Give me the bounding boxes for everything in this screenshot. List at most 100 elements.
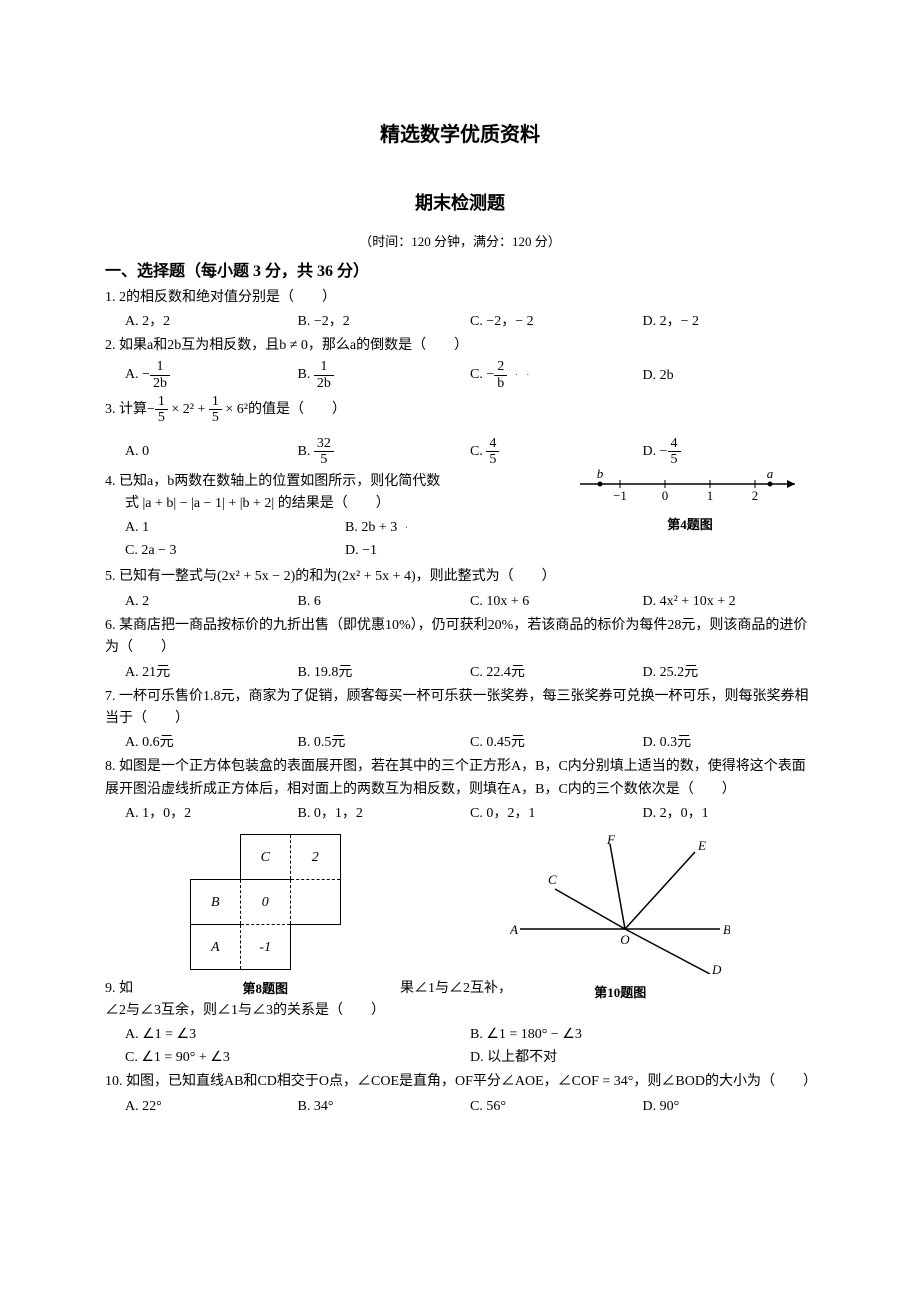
q4-b-text: B. 2b + 3 [345, 520, 397, 535]
q10-options: A. 22° B. 34° C. 56° D. 90° [125, 1096, 815, 1117]
q9-options-row1: A. ∠1 = ∠3 B. ∠1 = 180° − ∠3 [125, 1024, 815, 1045]
q5-text: 5. 已知有一整式与(2x² + 5x − 2)的和为(2x² + 5x + 4… [105, 566, 815, 588]
q10-opt-b: B. 34° [298, 1096, 471, 1117]
question-4: 4. 已知a，b两数在数轴上的位置如图所示，则化简代数 式 |a + b| − … [105, 471, 815, 564]
q7-text: 7. 一杯可乐售价1.8元，商家为了促销，顾客每买一杯可乐获一张奖券，每三张奖券… [105, 686, 815, 731]
q1-opt-c: C. −2，− 2 [470, 311, 643, 332]
net-c: C [240, 835, 290, 880]
sub-title: 期末检测题 [105, 190, 815, 217]
q5-options: A. 2 B. 6 C. 10x + 6 D. 4x² + 10x + 2 [125, 591, 815, 612]
q3-d-prefix: D. − [643, 444, 668, 459]
net-0: 0 [240, 880, 290, 925]
q3-opt-d: D. −45 [643, 436, 816, 468]
q8-opt-b: B. 0，1，2 [298, 803, 471, 824]
q9-opt-a: A. ∠1 = ∠3 [125, 1024, 470, 1045]
q2-a-prefix: A. − [125, 367, 150, 382]
q3-f1-den: 5 [155, 410, 168, 425]
question-1: 1. 2的相反数和绝对值分别是（ ） A. 2，2 B. −2，2 C. −2，… [105, 287, 815, 332]
nl-tick-3: 2 [752, 488, 759, 503]
question-7: 7. 一杯可乐售价1.8元，商家为了促销，顾客每买一杯可乐获一张奖券，每三张奖券… [105, 686, 815, 754]
q3-mid1: × 2² + [168, 402, 209, 417]
q3-b-den: 5 [314, 452, 334, 467]
q2-opt-d: D. 2b [643, 365, 816, 386]
q4-opt-d: D. −1 [345, 540, 565, 561]
q4-opt-a: A. 1 [125, 517, 345, 538]
decorative-dot: · [405, 521, 408, 536]
q1-opt-b: B. −2，2 [298, 311, 471, 332]
q10-opt-d: D. 90° [643, 1096, 816, 1117]
q4-figure: b a −1 0 1 2 第4题图 [565, 466, 815, 564]
q3-f2-num: 1 [209, 394, 222, 410]
decorative-dot: · [526, 368, 529, 383]
lbl-B: B [723, 922, 730, 937]
nl-tick-1: 0 [662, 488, 669, 503]
q3-c-num: 4 [486, 436, 499, 452]
q2-c-den: b [494, 376, 507, 391]
q8-options: A. 1，0，2 B. 0，1，2 C. 0，2，1 D. 2，0，1 [125, 803, 815, 824]
q3-prefix: 3. 计算− [105, 402, 155, 417]
q2-a-num: 1 [150, 359, 170, 375]
number-line-svg: b a −1 0 1 2 [575, 466, 805, 506]
q9-suffix: 果∠1与∠2互补， [400, 981, 512, 996]
question-9: 9. 如 果∠1与∠2互补， ∠2与∠3互余，则∠1与∠3的关系是（ ） A. … [105, 978, 815, 1069]
q2-a-den: 2b [150, 376, 170, 391]
q3-opt-b: B. 325 [298, 436, 471, 468]
decorative-dot: · [515, 368, 518, 383]
q3-b-prefix: B. [298, 444, 314, 459]
q6-text: 6. 某商店把一商品按标价的九折出售（即优惠10%），仍可获利20%，若该商品的… [105, 615, 815, 660]
q4-line2-post: 的结果是（ ） [278, 496, 390, 511]
q2-options: A. −12b B. 12b C. −2b ·· D. 2b [125, 359, 815, 391]
section-1-header: 一、选择题（每小题 3 分，共 36 分） [105, 260, 815, 284]
net-2: 2 [290, 835, 340, 880]
question-10: 10. 如图，已知直线AB和CD相交于O点，∠COE是直角，OF平分∠AOE，∠… [105, 1071, 815, 1116]
question-5: 5. 已知有一整式与(2x² + 5x − 2)的和为(2x² + 5x + 4… [105, 566, 815, 611]
q2-text: 2. 如果a和2b互为相反数，且b ≠ 0，那么a的倒数是（ ） [105, 335, 815, 357]
q6-options: A. 21元 B. 19.8元 C. 22.4元 D. 25.2元 [125, 662, 815, 683]
q3-c-den: 5 [486, 452, 499, 467]
nl-tick-2: 1 [707, 488, 714, 503]
question-8: 8. 如图是一个正方体包装盒的表面展开图，若在其中的三个正方形A，B，C内分别填… [105, 756, 815, 824]
net-b: B [190, 880, 240, 925]
q2-c-prefix: C. − [470, 367, 494, 382]
q2-opt-c: C. −2b · · [470, 359, 643, 391]
q9-line2: ∠2与∠3互余，则∠1与∠3的关系是（ ） [105, 1000, 815, 1022]
lbl-E: E [697, 838, 706, 853]
question-2: 2. 如果a和2b互为相反数，且b ≠ 0，那么a的倒数是（ ） A. −12b… [105, 335, 815, 391]
lbl-D: D [711, 962, 722, 974]
q4-line2: 式 |a + b| − |a − 1| + |b + 2| 的结果是（ ） [105, 493, 565, 515]
q10-opt-c: C. 56° [470, 1096, 643, 1117]
q7-opt-d: D. 0.3元 [643, 732, 816, 753]
question-6: 6. 某商店把一商品按标价的九折出售（即优惠10%），仍可获利20%，若该商品的… [105, 615, 815, 683]
q2-c-num: 2 [494, 359, 507, 375]
q7-opt-a: A. 0.6元 [125, 732, 298, 753]
q6-opt-c: C. 22.4元 [470, 662, 643, 683]
net-neg1: -1 [240, 925, 290, 970]
q6-opt-d: D. 25.2元 [643, 662, 816, 683]
q3-text: 3. 计算−15 × 2² + 15 × 6²的值是（ ） [105, 394, 815, 426]
q1-options: A. 2，2 B. −2，2 C. −2，− 2 D. 2，− 2 [125, 311, 815, 332]
lbl-A: A [510, 922, 518, 937]
q1-opt-d: D. 2，− 2 [643, 311, 816, 332]
q5-opt-a: A. 2 [125, 591, 298, 612]
lbl-C: C [548, 872, 557, 887]
q4-opt-c: C. 2a − 3 [125, 540, 345, 561]
q6-opt-a: A. 21元 [125, 662, 298, 683]
q5-opt-c: C. 10x + 6 [470, 591, 643, 612]
q9-opt-b: B. ∠1 = 180° − ∠3 [470, 1024, 815, 1045]
q1-opt-a: A. 2，2 [125, 311, 298, 332]
q3-opt-a: A. 0 [125, 441, 298, 462]
q9-prefix: 9. 如 [105, 981, 133, 996]
q4-options-row2: C. 2a − 3 D. −1 [125, 540, 565, 561]
q8-opt-a: A. 1，0，2 [125, 803, 298, 824]
q2-b-prefix: B. [298, 367, 314, 382]
q8-opt-c: C. 0，2，1 [470, 803, 643, 824]
question-3: 3. 计算−15 × 2² + 15 × 6²的值是（ ） A. 0 B. 32… [105, 394, 815, 468]
q7-opt-c: C. 0.45元 [470, 732, 643, 753]
q2-b-den: 2b [314, 376, 334, 391]
q10-text: 10. 如图，已知直线AB和CD相交于O点，∠COE是直角，OF平分∠AOE，∠… [105, 1071, 815, 1093]
nl-tick-0: −1 [613, 488, 627, 503]
q4-fig-label: 第4题图 [565, 515, 815, 535]
q2-opt-a: A. −12b [125, 359, 298, 391]
q9-line1: 9. 如 果∠1与∠2互补， [105, 978, 815, 1000]
q4-options-row1: A. 1 B. 2b + 3 · [125, 517, 565, 538]
